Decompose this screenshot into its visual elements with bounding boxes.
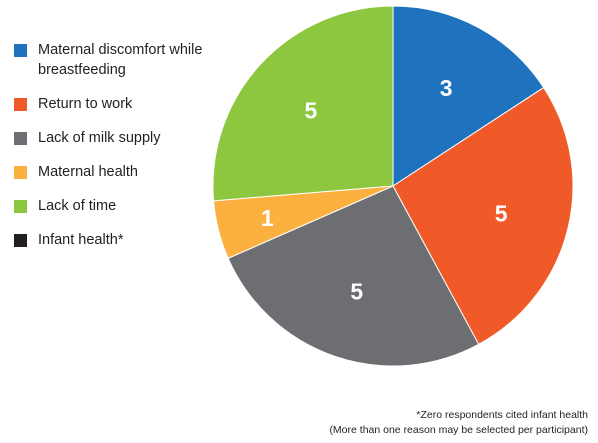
pie-slice-label-1: 5 [495, 200, 508, 226]
legend-swatch-maternal-health [14, 166, 27, 179]
pie-slice-label-0: 3 [440, 75, 453, 101]
chart-legend: Maternal discomfort while breastfeeding … [14, 40, 214, 264]
pie-slice-4 [212, 6, 394, 202]
legend-swatch-maternal-discomfort [14, 44, 27, 57]
legend-label-maternal-health: Maternal health [38, 164, 138, 180]
legend-label-maternal-discomfort: Maternal discomfort while breastfeeding [38, 42, 203, 78]
pie-slice-labels: 3 5 5 1 5 [261, 75, 508, 305]
pie-slice-label-4: 5 [304, 97, 317, 123]
legend-label-return-to-work: Return to work [38, 96, 133, 112]
legend-swatch-lack-of-time [14, 200, 27, 213]
legend-label-infant-health: Infant health* [38, 232, 124, 248]
legend-item-infant-health: Infant health* [14, 230, 214, 250]
legend-item-lack-of-time: Lack of time [14, 196, 214, 216]
legend-label-lack-of-time: Lack of time [38, 198, 117, 214]
legend-swatch-infant-health [14, 234, 27, 247]
pie-chart: 3 5 5 1 5 [212, 6, 574, 367]
footnotes: *Zero respondents cited infant health (M… [329, 408, 588, 438]
pie-slice-1 [392, 86, 574, 345]
pie-slice-label-3: 1 [261, 205, 274, 231]
legend-item-lack-of-milk-supply: Lack of milk supply [14, 128, 214, 148]
legend-item-return-to-work: Return to work [14, 94, 214, 114]
legend-item-maternal-discomfort: Maternal discomfort while breastfeeding [14, 40, 214, 80]
pie-slice-label-2: 5 [350, 279, 363, 305]
pie-slice-0 [392, 6, 545, 187]
footnote-infant-health: *Zero respondents cited infant health [416, 409, 588, 421]
pie-slices [212, 6, 574, 367]
footnote-multiple-reasons: (More than one reason may be selected pe… [329, 424, 588, 436]
legend-swatch-return-to-work [14, 98, 27, 111]
legend-label-lack-of-milk-supply: Lack of milk supply [38, 130, 161, 146]
legend-item-maternal-health: Maternal health [14, 162, 214, 182]
legend-swatch-lack-of-milk-supply [14, 132, 27, 145]
